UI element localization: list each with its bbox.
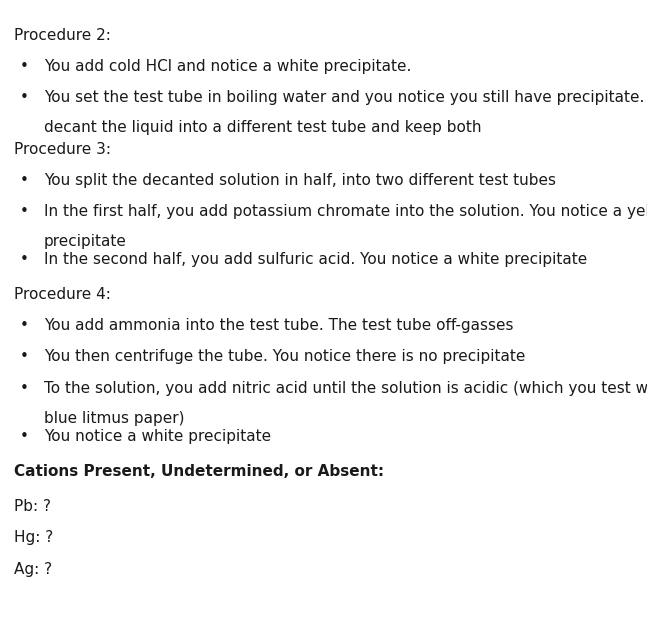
Text: To the solution, you add nitric acid until the solution is acidic (which you tes: To the solution, you add nitric acid unt… bbox=[44, 381, 647, 396]
Text: •: • bbox=[20, 173, 29, 188]
Text: You notice a white precipitate: You notice a white precipitate bbox=[44, 429, 271, 444]
Text: You add ammonia into the test tube. The test tube off-gasses: You add ammonia into the test tube. The … bbox=[44, 318, 514, 333]
Text: Ag: ?: Ag: ? bbox=[14, 562, 52, 577]
Text: You set the test tube in boiling water and you notice you still have precipitate: You set the test tube in boiling water a… bbox=[44, 90, 647, 105]
Text: •: • bbox=[20, 381, 29, 396]
Text: •: • bbox=[20, 429, 29, 444]
Text: You add cold HCl and notice a white precipitate.: You add cold HCl and notice a white prec… bbox=[44, 59, 411, 74]
Text: In the second half, you add sulfuric acid. You notice a white precipitate: In the second half, you add sulfuric aci… bbox=[44, 252, 587, 267]
Text: blue litmus paper): blue litmus paper) bbox=[44, 411, 184, 426]
Text: •: • bbox=[20, 204, 29, 219]
Text: You split the decanted solution in half, into two different test tubes: You split the decanted solution in half,… bbox=[44, 173, 556, 188]
Text: Pb: ?: Pb: ? bbox=[14, 499, 51, 514]
Text: •: • bbox=[20, 349, 29, 364]
Text: precipitate: precipitate bbox=[44, 234, 127, 249]
Text: decant the liquid into a different test tube and keep both: decant the liquid into a different test … bbox=[44, 120, 481, 135]
Text: •: • bbox=[20, 318, 29, 333]
Text: You then centrifuge the tube. You notice there is no precipitate: You then centrifuge the tube. You notice… bbox=[44, 349, 525, 364]
Text: Procedure 4:: Procedure 4: bbox=[14, 287, 111, 302]
Text: Cations Present, Undetermined, or Absent:: Cations Present, Undetermined, or Absent… bbox=[14, 464, 384, 479]
Text: In the first half, you add potassium chromate into the solution. You notice a ye: In the first half, you add potassium chr… bbox=[44, 204, 647, 219]
Text: •: • bbox=[20, 90, 29, 105]
Text: Hg: ?: Hg: ? bbox=[14, 530, 54, 545]
Text: Procedure 2:: Procedure 2: bbox=[14, 28, 111, 43]
Text: •: • bbox=[20, 252, 29, 267]
Text: •: • bbox=[20, 59, 29, 74]
Text: Procedure 3:: Procedure 3: bbox=[14, 142, 111, 157]
